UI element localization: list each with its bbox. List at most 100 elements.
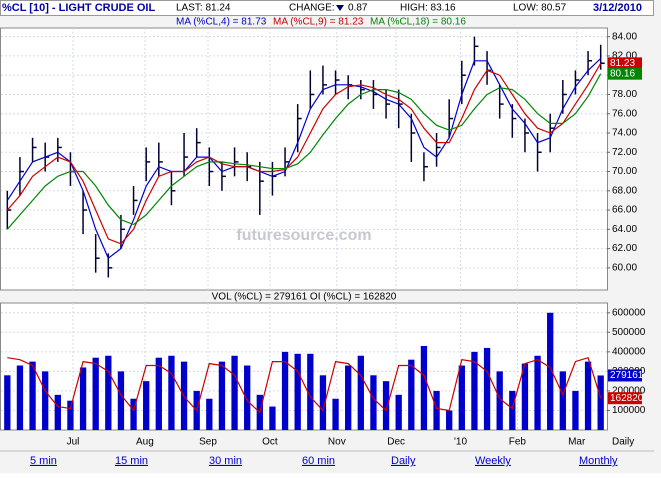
y-tick-label: 400000 <box>612 346 646 357</box>
value-box <box>608 57 642 70</box>
volume-bar <box>29 361 36 430</box>
value-box-label: 162820 <box>610 393 644 404</box>
y-tick-label: 74.00 <box>612 128 637 139</box>
value-box <box>608 369 642 382</box>
line <box>6 63 602 245</box>
volume-bar <box>597 375 604 430</box>
x-tick-label: Aug <box>136 437 154 448</box>
volume-bar <box>433 390 440 430</box>
timeframe-link[interactable]: 60 min <box>302 455 335 467</box>
volume-bar <box>496 371 503 430</box>
y-tick-label: 500000 <box>612 327 646 338</box>
volume-bar <box>307 353 314 430</box>
y-tick-label: 72.00 <box>612 147 637 158</box>
volume-bar <box>357 355 364 430</box>
x-tick-label: Sep <box>199 437 217 448</box>
volume-bar <box>79 367 87 430</box>
x-axis-label: Daily <box>612 437 634 448</box>
y-tick-label: 70.00 <box>612 166 637 177</box>
line <box>6 58 602 260</box>
y-tick-label: 84.00 <box>612 31 637 42</box>
x-tick-label: Jul <box>67 437 80 448</box>
header-change: CHANGE: <box>289 3 335 14</box>
volume-panel <box>0 302 608 431</box>
volume-bar <box>54 394 61 430</box>
volume-bar <box>534 355 541 430</box>
y-tick-label: 68.00 <box>612 185 637 196</box>
header-date: 3/12/2010 <box>593 2 642 14</box>
volume-bar <box>231 355 238 430</box>
y-tick-label: 66.00 <box>612 205 637 216</box>
volume-bar <box>105 355 112 430</box>
y-tick-label: 76.00 <box>612 108 637 119</box>
line <box>6 73 602 230</box>
y-tick-label: 100000 <box>612 405 646 416</box>
y-tick-label: 60.00 <box>612 262 637 273</box>
y-tick-label: 62.00 <box>612 243 637 254</box>
y-tick-label: 82.00 <box>612 51 637 62</box>
volume-bar <box>408 359 415 430</box>
volume-bar <box>42 371 49 430</box>
volume-bar <box>483 347 491 430</box>
volume-bar <box>206 398 213 430</box>
volume-bar <box>345 365 352 430</box>
header-change-value: 0.87 <box>348 3 368 14</box>
volume-bar <box>420 345 428 430</box>
volume-bar <box>509 390 516 430</box>
timeframe-link[interactable]: 5 min <box>30 455 57 467</box>
volume-bar <box>168 355 175 430</box>
volume-bar <box>319 375 327 430</box>
timeframe-link[interactable]: Daily <box>391 455 416 467</box>
price-panel <box>0 27 608 291</box>
x-tick-label: Mar <box>568 437 586 448</box>
header-bar <box>0 0 654 16</box>
volume-bar <box>370 375 377 430</box>
timeframe-link[interactable]: 30 min <box>209 455 242 467</box>
header-low: LOW: 80.57 <box>513 3 567 14</box>
volume-bar <box>67 400 74 430</box>
volume-bar <box>4 375 11 430</box>
value-box <box>608 392 642 405</box>
volume-bar <box>92 357 99 430</box>
y-tick-label: 600000 <box>612 307 646 318</box>
y-tick-label: 200000 <box>612 386 646 397</box>
volume-bar <box>294 353 301 430</box>
volume-bar <box>117 371 125 430</box>
volume-bar <box>559 371 566 430</box>
volume-bar <box>218 361 226 430</box>
x-tick-label: Oct <box>262 437 278 448</box>
legend-entry: MA (%CL,18) = 80.16 <box>370 17 466 28</box>
timeframe-link[interactable]: 15 min <box>115 455 148 467</box>
volume-bar <box>269 406 276 430</box>
volume-bar <box>382 381 390 430</box>
volume-bar <box>584 361 592 430</box>
volume-bar <box>395 394 402 430</box>
chart-title: %CL [10] - LIGHT CRUDE OIL <box>2 2 155 14</box>
volume-bar <box>155 357 162 430</box>
timeframe-link[interactable]: Weekly <box>475 455 511 467</box>
x-tick-label: Dec <box>387 437 405 448</box>
x-tick-label: Feb <box>509 437 527 448</box>
volume-bar <box>332 398 339 430</box>
volume-bar <box>143 381 150 430</box>
volume-bar <box>130 398 137 430</box>
y-tick-label: 64.00 <box>612 224 637 235</box>
volume-bar <box>471 351 478 430</box>
value-box-label: 279161 <box>610 370 644 381</box>
volume-bar <box>16 365 24 430</box>
value-box <box>608 67 642 80</box>
volume-bar <box>458 365 465 430</box>
legend-entry: MA (%CL,4) = 81.73 <box>176 17 267 28</box>
volume-bar <box>572 390 579 430</box>
value-box-label: 80.16 <box>610 68 635 79</box>
timeframe-link[interactable]: Monthly <box>579 455 618 467</box>
x-tick-label: Nov <box>328 437 346 448</box>
down-arrow <box>336 5 344 11</box>
line <box>7 356 602 414</box>
volume-bar <box>281 351 289 430</box>
volume-bar <box>547 312 554 430</box>
watermark: futuresource.com <box>236 227 371 244</box>
volume-bar <box>446 410 453 430</box>
header-last: LAST: 81.24 <box>176 3 231 14</box>
